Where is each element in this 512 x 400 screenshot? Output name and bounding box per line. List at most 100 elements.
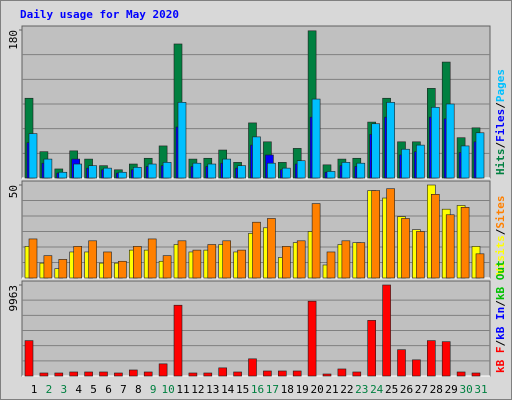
bar [207,244,217,279]
bar [203,372,213,377]
x-tick-label: 6 [105,383,112,396]
bar [356,242,366,279]
bar [43,255,53,279]
bar [177,102,187,179]
x-tick-label: 13 [206,383,219,396]
bar [233,371,242,377]
bar [129,369,138,377]
bar [311,98,321,179]
bar [252,221,261,279]
x-tick-label: 10 [161,383,174,396]
x-tick-label: 22 [340,383,353,396]
x-tick-label: 8 [135,383,142,396]
bar [296,160,306,179]
bar [143,371,153,377]
x-tick-label: 5 [90,383,97,396]
bar [382,284,391,377]
legend-entry: kB F [494,347,507,374]
bar [341,162,351,179]
x-tick-label: 31 [474,383,487,396]
bar [103,251,112,279]
x-tick-label: 12 [191,383,204,396]
y-tick-label: 9963 [7,285,20,312]
bar [326,171,336,179]
chart-title: Daily usage for May 2020 [20,8,179,21]
bar [207,163,217,179]
bar [54,372,64,377]
bar [263,370,272,377]
bar [326,251,336,279]
bar [441,341,451,377]
x-tick-label: 28 [430,383,443,396]
bar [222,240,231,279]
legend: kB F/kB In/kB Out [494,260,507,373]
bar [430,194,440,279]
bar [28,238,38,279]
bar [188,372,198,377]
legend: Hits/Files/Pages [494,69,507,175]
bar [28,133,38,179]
bar [73,163,82,179]
bar [24,340,34,377]
bar [248,358,257,377]
x-tick-label: 14 [221,383,235,396]
x-tick-label: 15 [236,383,249,396]
bar [58,259,68,279]
bar [103,167,112,179]
x-tick-label: 24 [370,383,384,396]
bar [471,372,481,377]
bar [445,103,455,179]
legend-separator: / [494,300,507,307]
bar [133,246,142,279]
bar [445,214,455,279]
bar [292,370,302,377]
x-tick-label: 19 [296,383,309,396]
bar [397,349,406,377]
x-tick-label: 23 [355,383,368,396]
bar [341,240,351,279]
bar [401,148,410,179]
bar [386,188,395,279]
bar [267,162,276,179]
bar [173,304,183,377]
x-tick-label: 17 [266,383,279,396]
x-tick-label: 25 [385,383,398,396]
bar [277,370,287,377]
x-tick-label: 29 [445,383,458,396]
bar [158,363,168,377]
bar [281,167,291,179]
bar [416,231,425,279]
bar [307,300,317,377]
bar [118,260,127,279]
y-tick-label: 50 [7,185,20,198]
bar [475,132,485,179]
x-tick-label: 26 [400,383,413,396]
legend: Visits/Sites [494,196,507,276]
legend-separator: / [494,102,507,109]
x-tick-label: 1 [31,383,38,396]
x-tick-label: 9 [150,383,157,396]
x-tick-label: 2 [46,383,53,396]
bar [460,207,470,279]
legend-entry: Hits [494,149,507,176]
bar [73,246,82,279]
bar [356,162,366,179]
y-tick-label: 180 [7,30,20,50]
bar [237,249,246,279]
x-tick-label: 21 [325,383,338,396]
legend-entry: Visits [494,235,507,275]
bar [192,162,202,179]
bar [218,367,227,377]
bar [412,359,421,377]
legend-separator: / [494,340,507,347]
bar [147,163,157,179]
bar [147,238,157,279]
bar [114,372,123,377]
bar [475,253,485,279]
bar [296,240,306,279]
x-tick-label: 30 [459,383,472,396]
bar [58,171,68,179]
bar [177,240,187,279]
